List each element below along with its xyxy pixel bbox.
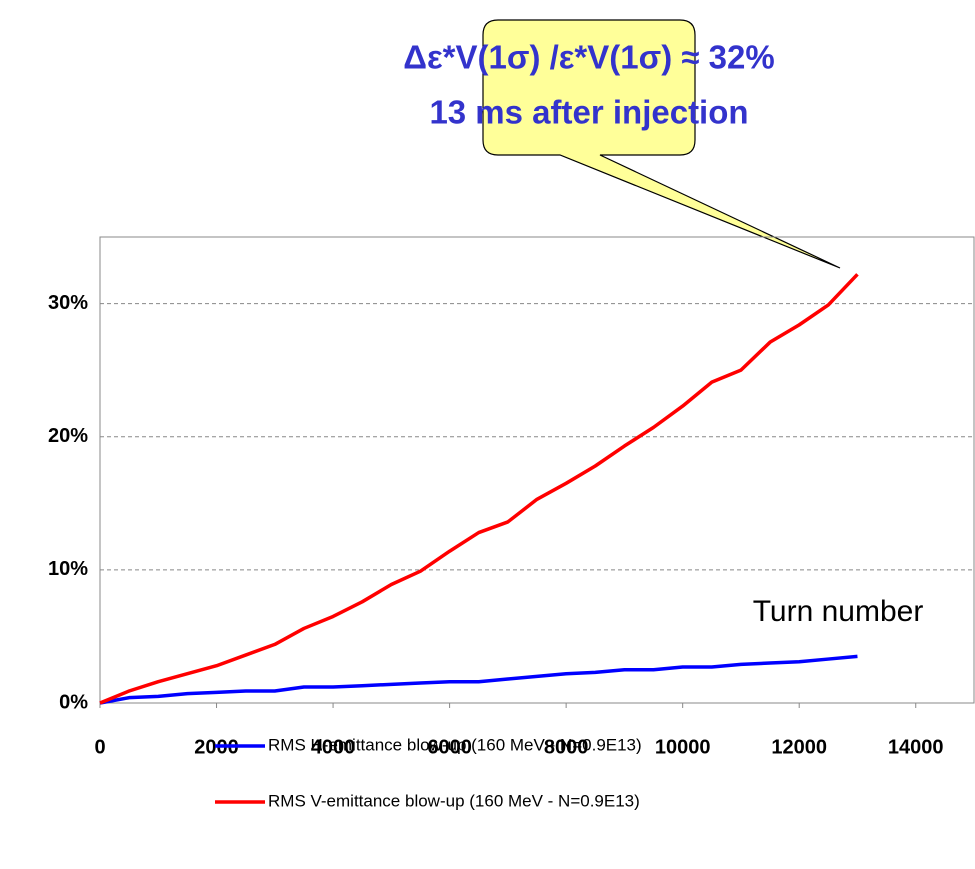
y-tick-label: 0% [59,691,88,713]
series-line [99,273,859,705]
y-tick-label: 10% [48,558,88,580]
y-tick-label: 20% [48,425,88,447]
legend-label: RMS V-emittance blow-up (160 MeV - N=0.9… [268,791,640,810]
x-axis-label: Turn number [753,595,924,628]
x-tick-label: 10000 [655,736,711,758]
x-tick-label: 14000 [888,736,944,758]
series-line [99,654,858,705]
x-tick-label: 4000 [311,736,356,758]
callout-text: Δε*V(1σ) /ε*V(1σ) ≈ 32% [403,39,774,76]
x-tick-label: 8000 [544,736,589,758]
callout-text: 13 ms after injection [429,94,748,131]
callout [482,19,841,269]
y-tick-label: 30% [48,292,88,314]
x-tick-label: 12000 [771,736,827,758]
x-tick-label: 6000 [427,736,472,758]
legend-label: RMS H-emittance blow-up (160 MeV - N=0.9… [268,735,642,754]
plot-frame [99,236,975,704]
x-tick-label: 0 [94,736,105,758]
